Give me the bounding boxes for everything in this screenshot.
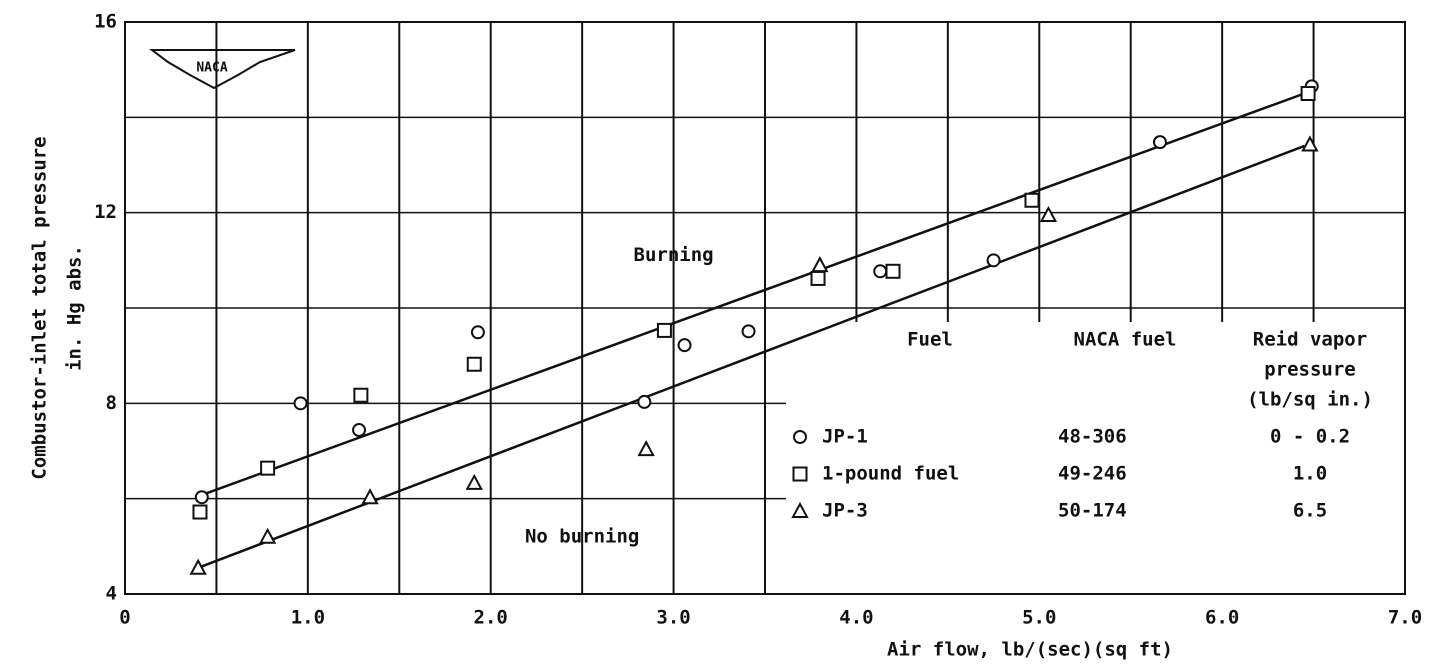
legend-header: NACA fuel xyxy=(1074,329,1177,351)
point xyxy=(470,325,485,340)
x-tick-label: 5.0 xyxy=(1022,607,1056,629)
point xyxy=(885,263,901,279)
legend-header: (lb/sq in.) xyxy=(1247,389,1373,411)
x-tick-label: 6.0 xyxy=(1205,607,1239,629)
legend-background xyxy=(786,322,1404,593)
legend-header: Fuel xyxy=(907,329,953,351)
point xyxy=(352,423,367,438)
point xyxy=(361,488,379,505)
point xyxy=(637,394,652,409)
y-tick-label: 12 xyxy=(94,201,117,223)
fit-line xyxy=(197,144,1305,569)
point xyxy=(1152,135,1167,150)
y-axis-label: in. Hg abs. xyxy=(64,245,86,371)
point xyxy=(677,338,692,353)
legend-reid-pressure: 6.5 xyxy=(1293,500,1327,522)
point xyxy=(986,253,1001,268)
point xyxy=(192,504,208,520)
point xyxy=(466,356,482,372)
point xyxy=(353,387,369,403)
x-tick-label: 1.0 xyxy=(291,607,325,629)
annotation: No burning xyxy=(525,525,639,547)
point xyxy=(260,460,276,476)
x-tick-label: 0 xyxy=(119,607,130,629)
legend-naca-fuel: 48-306 xyxy=(1058,426,1127,448)
legend-naca-fuel: 50-174 xyxy=(1058,500,1127,522)
point xyxy=(873,264,888,279)
point xyxy=(656,322,672,338)
legend-label: JP-1 xyxy=(822,426,868,448)
legend-header: pressure xyxy=(1264,359,1356,381)
legend-marker xyxy=(792,466,808,482)
point xyxy=(194,490,209,505)
point xyxy=(811,255,829,273)
logo-wing xyxy=(149,49,296,90)
point xyxy=(1039,205,1058,223)
legend-label: 1-pound fuel xyxy=(822,463,959,485)
point xyxy=(293,396,308,411)
point xyxy=(1300,86,1316,101)
legend-naca-fuel: 49-246 xyxy=(1058,463,1127,485)
x-tick-label: 2.0 xyxy=(474,607,508,629)
legend-marker xyxy=(793,430,807,444)
point xyxy=(637,439,655,457)
point xyxy=(189,558,207,575)
y-tick-label: 4 xyxy=(106,583,117,605)
annotation: Burning xyxy=(634,244,714,266)
legend-header: Reid vapor xyxy=(1253,329,1367,351)
legend-label: JP-3 xyxy=(822,500,868,522)
point xyxy=(1301,135,1319,152)
plot-frame xyxy=(124,21,1406,595)
legend-marker xyxy=(791,501,809,518)
legend-reid-pressure: 1.0 xyxy=(1293,463,1327,485)
point xyxy=(810,270,826,286)
x-tick-label: 3.0 xyxy=(656,607,690,629)
x-tick-label: 7.0 xyxy=(1388,607,1422,629)
point xyxy=(465,473,483,490)
point xyxy=(258,527,277,544)
y-tick-label: 8 xyxy=(106,392,117,414)
x-tick-label: 4.0 xyxy=(839,607,873,629)
point xyxy=(741,324,756,339)
point xyxy=(1024,192,1040,208)
logo-text: NACA xyxy=(196,61,227,76)
naca-logo: NACA xyxy=(149,49,296,90)
y-tick-label: 16 xyxy=(94,11,117,33)
y-axis-label: Combustor-inlet total pressure xyxy=(29,136,51,479)
legend-reid-pressure: 0 - 0.2 xyxy=(1270,426,1350,448)
fit-line xyxy=(197,92,1305,498)
x-axis-label: Air flow, lb/(sec)(sq ft) xyxy=(887,639,1173,661)
